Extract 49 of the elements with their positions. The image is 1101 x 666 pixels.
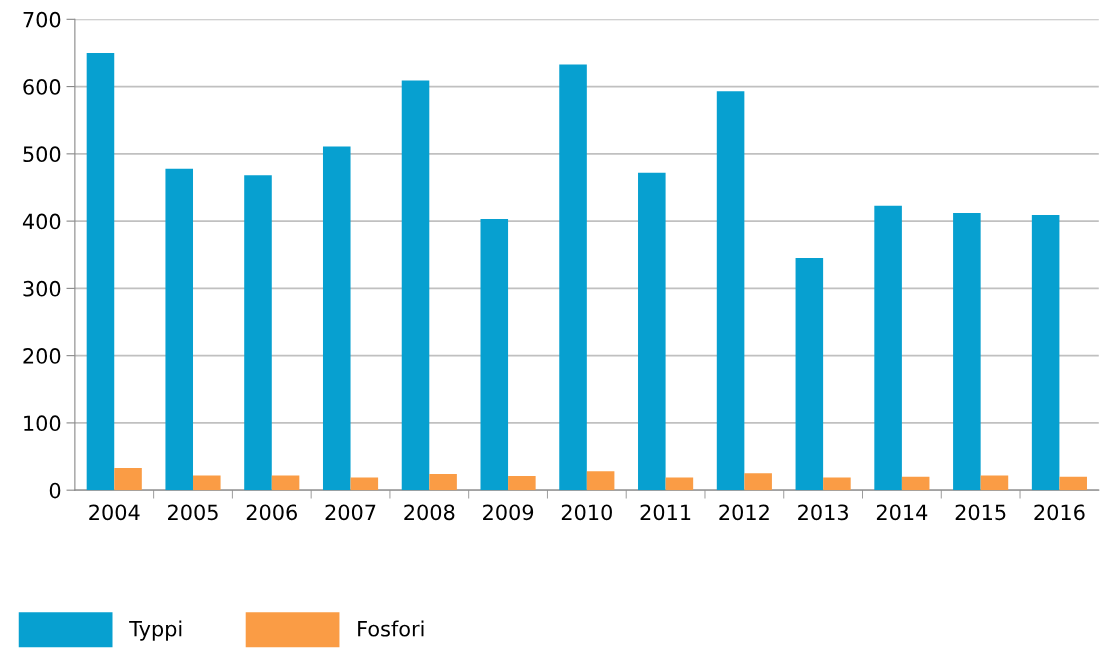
- bar: [508, 476, 536, 491]
- bar: [322, 146, 351, 491]
- x-tick-label: 2007: [325, 504, 376, 521]
- x-tick-label: 2012: [719, 504, 769, 521]
- legend-label: Fosfori: [358, 620, 424, 637]
- bar: [823, 477, 851, 491]
- x-tick-label: 2013: [798, 504, 848, 521]
- bar: [480, 219, 509, 491]
- bar: [953, 213, 981, 491]
- bar: [244, 175, 272, 491]
- bar: [1031, 215, 1060, 491]
- y-tick-label: 500: [23, 146, 61, 163]
- y-tick-label: 100: [24, 415, 61, 432]
- bar: [638, 172, 666, 491]
- x-tick-label: 2014: [876, 504, 928, 521]
- x-tick-label: 2016: [1034, 504, 1085, 521]
- bar: [86, 52, 115, 491]
- x-tick-label: 2009: [483, 504, 534, 521]
- bar: [193, 475, 221, 491]
- x-tick-label: 2005: [168, 504, 218, 521]
- y-tick-label: 600: [23, 79, 61, 95]
- bar: [795, 258, 824, 491]
- bar: [271, 475, 300, 491]
- x-tick-label: 2006: [246, 504, 297, 521]
- bar: [980, 475, 1009, 491]
- bar: [716, 91, 745, 491]
- x-tick-label: 2010: [561, 504, 612, 521]
- x-tick-label: 2015: [955, 504, 1006, 521]
- bar: [586, 471, 615, 491]
- x-tick-label: 2004: [89, 504, 140, 521]
- y-tick-label: 300: [23, 280, 61, 297]
- legend-label: Typpi: [129, 620, 182, 641]
- bar: [429, 474, 457, 491]
- x-tick-label: 2008: [404, 504, 455, 521]
- y-tick-label: 400: [22, 213, 61, 230]
- bar: [1059, 476, 1087, 491]
- y-tick-label: 0: [49, 482, 61, 499]
- bar: [401, 80, 430, 491]
- bar: [114, 467, 142, 491]
- bar: [165, 168, 194, 491]
- y-tick-label: 700: [23, 11, 61, 28]
- bar: [874, 205, 902, 491]
- bar: [744, 473, 772, 491]
- bar: [559, 64, 587, 491]
- x-tick-label: 2011: [640, 504, 691, 521]
- y-tick-label: 200: [23, 348, 61, 364]
- bar: [901, 476, 930, 491]
- bar: [665, 477, 694, 491]
- bar: [350, 477, 379, 491]
